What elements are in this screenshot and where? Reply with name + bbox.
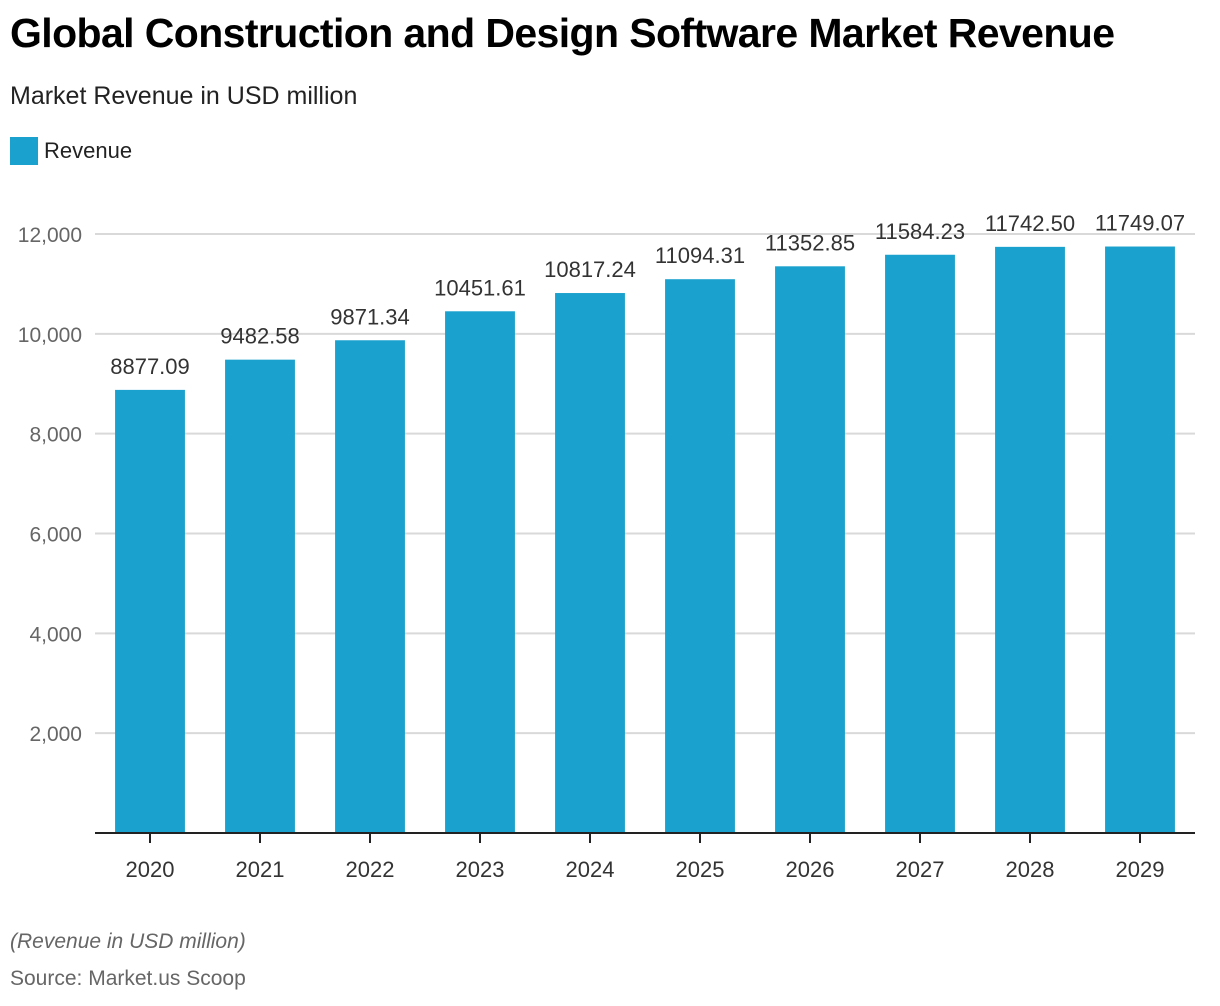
bars — [115, 246, 1175, 834]
legend: Revenue — [10, 137, 132, 165]
y-tick-label: 6,000 — [29, 524, 82, 547]
data-label-2025: 11094.31 — [655, 243, 745, 268]
x-axis: 2020 2021 2022 2023 2024 2025 2026 2027 2028 2029 — [95, 832, 1195, 882]
legend-label-revenue: Revenue — [44, 138, 133, 163]
y-axis-ticks: 2,000 4,000 6,000 8,000 10,000 12,000 — [18, 224, 82, 746]
y-tick-label: 10,000 — [18, 324, 82, 347]
legend-swatch-revenue — [10, 137, 38, 165]
bar-2029 — [1105, 246, 1175, 834]
x-tick-label-2028: 2028 — [1006, 857, 1055, 882]
bar-2024 — [555, 293, 625, 833]
footnote: (Revenue in USD million) — [10, 930, 246, 953]
x-tick-label-2027: 2027 — [896, 857, 945, 882]
bar-2026 — [775, 266, 845, 833]
data-labels: 8877.09 9482.58 9871.34 10451.61 10817.24 110… — [110, 211, 1185, 379]
y-tick-label: 4,000 — [29, 623, 82, 646]
x-tick-label-2029: 2029 — [1116, 857, 1165, 882]
source-label: Source: Market.us Scoop — [10, 967, 246, 990]
data-label-2026: 11352.85 — [765, 230, 855, 255]
y-tick-label: 8,000 — [29, 424, 82, 447]
bar-2021 — [225, 359, 295, 833]
y-tick-label: 12,000 — [18, 224, 82, 247]
x-tick-label-2022: 2022 — [346, 857, 395, 882]
x-tick-label-2023: 2023 — [456, 857, 505, 882]
data-label-2022: 9871.34 — [330, 304, 410, 329]
data-label-2023: 10451.61 — [434, 275, 526, 300]
chart-subtitle: Market Revenue in USD million — [10, 82, 358, 110]
y-tick-label: 2,000 — [29, 723, 82, 746]
bar-2028 — [995, 246, 1065, 834]
bar-2023 — [445, 311, 515, 833]
x-tick-label-2026: 2026 — [786, 857, 835, 882]
data-label-2027: 11584.23 — [875, 219, 965, 244]
x-tick-label-2025: 2025 — [676, 857, 725, 882]
chart-title: Global Construction and Design Software … — [10, 10, 1115, 56]
x-tick-label-2021: 2021 — [236, 857, 285, 882]
x-tick-label-2024: 2024 — [566, 857, 615, 882]
data-label-2028: 11742.50 — [985, 211, 1075, 236]
data-label-2021: 9482.58 — [220, 324, 300, 349]
bar-2025 — [665, 279, 735, 834]
data-label-2020: 8877.09 — [110, 354, 190, 379]
data-label-2029: 11749.07 — [1095, 211, 1185, 236]
data-label-2024: 10817.24 — [544, 257, 636, 282]
bar-2022 — [335, 340, 405, 833]
bar-2027 — [885, 254, 955, 833]
x-tick-label-2020: 2020 — [126, 857, 175, 882]
bar-2020 — [115, 389, 185, 833]
